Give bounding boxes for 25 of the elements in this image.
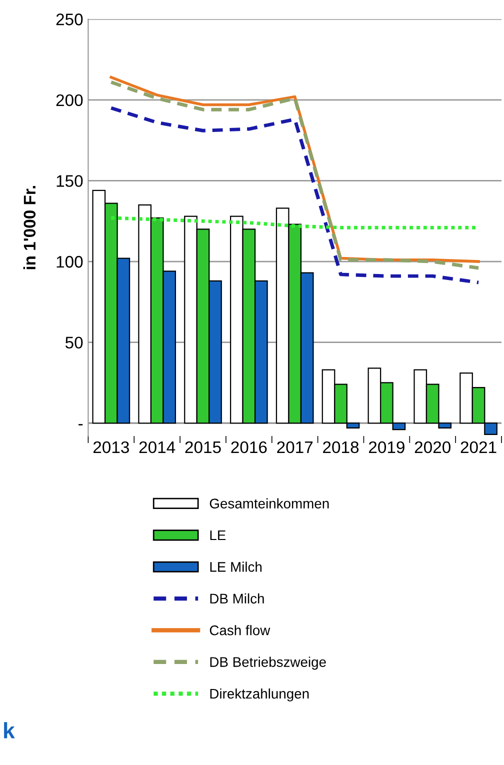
y-tick-label: 50 (65, 336, 83, 349)
legend-label: Cash flow (210, 625, 270, 636)
legend-label: DB Milch (210, 593, 264, 604)
x-tick-label: 2013 (93, 441, 129, 454)
x-tick-label: 2018 (323, 441, 359, 454)
y-tick-label: 150 (56, 175, 83, 187)
legend-label: Direktzahlungen (210, 688, 309, 702)
x-tick-label: 2014 (139, 441, 176, 454)
y-tick-label: 100 (56, 256, 83, 268)
legend-label: DB Betriebszweige (210, 656, 326, 670)
y-tick-label: - (78, 424, 83, 426)
y-axis-title: in 1'000 Fr. (23, 186, 36, 270)
line-series (109, 106, 480, 284)
legend-label: LE Milch (210, 562, 262, 572)
legend-label: LE (210, 530, 226, 540)
x-tick-label: 2017 (277, 441, 313, 454)
text: k (4, 722, 15, 738)
legend-label: Gesamteinkommen (210, 498, 329, 508)
x-tick-label: 2015 (185, 441, 221, 454)
x-tick-label: 2020 (414, 441, 450, 454)
x-tick-label: 2019 (368, 441, 404, 454)
y-tick-label: 250 (56, 14, 83, 26)
x-tick-label: 2021 (460, 441, 496, 454)
x-tick-label: 2016 (231, 441, 267, 454)
y-tick-label: 200 (56, 94, 83, 106)
